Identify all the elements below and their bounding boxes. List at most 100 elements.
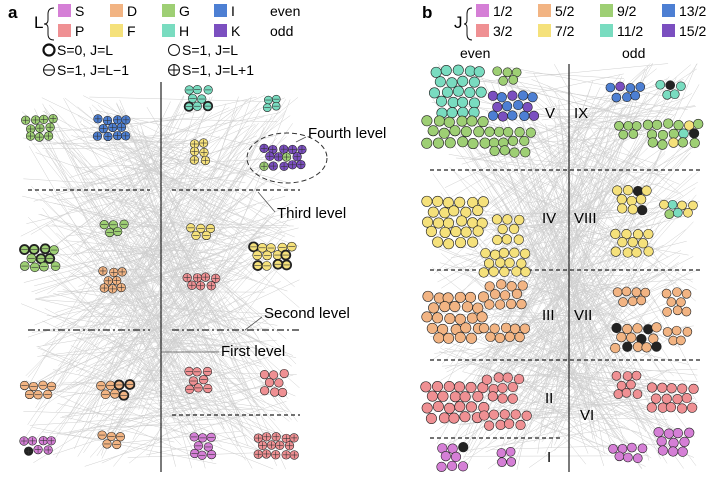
connection-line: [31, 310, 223, 333]
connection-line: [52, 96, 257, 146]
panel-b-legend-letter: J: [454, 13, 463, 32]
connection-line: [95, 423, 225, 428]
connection-line: [455, 179, 622, 411]
node: [446, 77, 458, 89]
node: [625, 83, 636, 93]
node: [682, 327, 693, 337]
node: [495, 419, 506, 430]
node-cluster: [659, 199, 698, 219]
node: [650, 393, 662, 404]
connection-line: [133, 96, 185, 217]
connection-line: [113, 340, 277, 450]
node: [631, 370, 642, 381]
connection-line: [89, 339, 181, 438]
node: [484, 299, 495, 310]
node: [519, 323, 531, 334]
node: [688, 128, 700, 139]
node: [432, 195, 444, 207]
node: [458, 441, 469, 453]
connection-line: [42, 305, 207, 382]
node: [520, 147, 531, 158]
connection-line: [98, 226, 278, 435]
node-cluster: [19, 243, 61, 273]
connection-line: [126, 340, 255, 348]
connection-line: [44, 106, 292, 421]
node: [435, 95, 447, 107]
node: [448, 412, 460, 424]
connection-line: [519, 109, 584, 436]
node: [657, 139, 668, 150]
node: [621, 228, 632, 240]
node: [683, 207, 693, 218]
node: [484, 281, 495, 292]
node: [662, 307, 672, 317]
node: [421, 311, 433, 323]
node: [666, 383, 677, 394]
node: [428, 302, 440, 314]
node: [641, 342, 652, 353]
node: [493, 372, 504, 383]
node-cluster: [184, 366, 213, 394]
legend-label: H: [179, 23, 189, 39]
node: [444, 313, 456, 325]
node: [477, 116, 489, 128]
node: [507, 381, 518, 393]
legend-brace: [463, 7, 473, 41]
fourth-level-ellipse: [246, 132, 328, 184]
node: [494, 126, 505, 137]
node: [636, 295, 647, 306]
node-cluster: [183, 85, 214, 112]
connection-line: [43, 136, 206, 453]
connection-line: [440, 266, 621, 381]
connection-line: [37, 252, 268, 411]
node-cluster: [612, 286, 651, 307]
node: [637, 443, 648, 454]
node: [627, 204, 638, 215]
connection-line: [45, 150, 271, 455]
node-cluster: [492, 66, 522, 86]
node: [631, 287, 642, 297]
node: [516, 258, 527, 269]
connection-line: [101, 255, 205, 459]
legend-label: 7/2: [555, 23, 575, 39]
connection-line: [56, 414, 257, 434]
node: [688, 200, 698, 211]
node: [631, 247, 642, 258]
fourth-level-label: Fourth level: [308, 125, 386, 142]
node: [433, 115, 445, 127]
node: [525, 127, 536, 138]
node: [497, 393, 508, 404]
node: [681, 289, 692, 299]
node: [432, 236, 444, 248]
connection-line: [136, 175, 295, 238]
connection-line: [458, 213, 598, 220]
panel-b-legend: 1/2 5/2 9/2 13/2 3/2 7/2 11/2 15/2: [476, 3, 706, 39]
panel-a-letter: a: [8, 3, 18, 22]
connection-line: [531, 247, 618, 430]
node: [465, 291, 477, 303]
connection-line: [40, 213, 220, 285]
node: [491, 214, 503, 225]
node: [447, 96, 459, 108]
node: [664, 209, 675, 219]
connection-line: [490, 443, 690, 450]
connection-line: [36, 324, 173, 348]
node: [513, 234, 524, 245]
node: [688, 383, 699, 394]
node: [662, 327, 673, 337]
panel-a-parity-even: even: [270, 3, 300, 19]
node: [635, 82, 646, 92]
connection-line: [76, 160, 173, 309]
node: [500, 322, 512, 333]
connection-line: [495, 152, 690, 392]
node: [513, 373, 525, 385]
node: [651, 119, 663, 130]
node: [432, 381, 444, 393]
node: [509, 247, 520, 258]
connection-line: [80, 173, 187, 228]
connection-line: [62, 289, 278, 326]
node: [653, 427, 664, 438]
node: [521, 410, 532, 421]
connection-line: [32, 427, 217, 465]
panel-a-clusters: [19, 85, 307, 460]
